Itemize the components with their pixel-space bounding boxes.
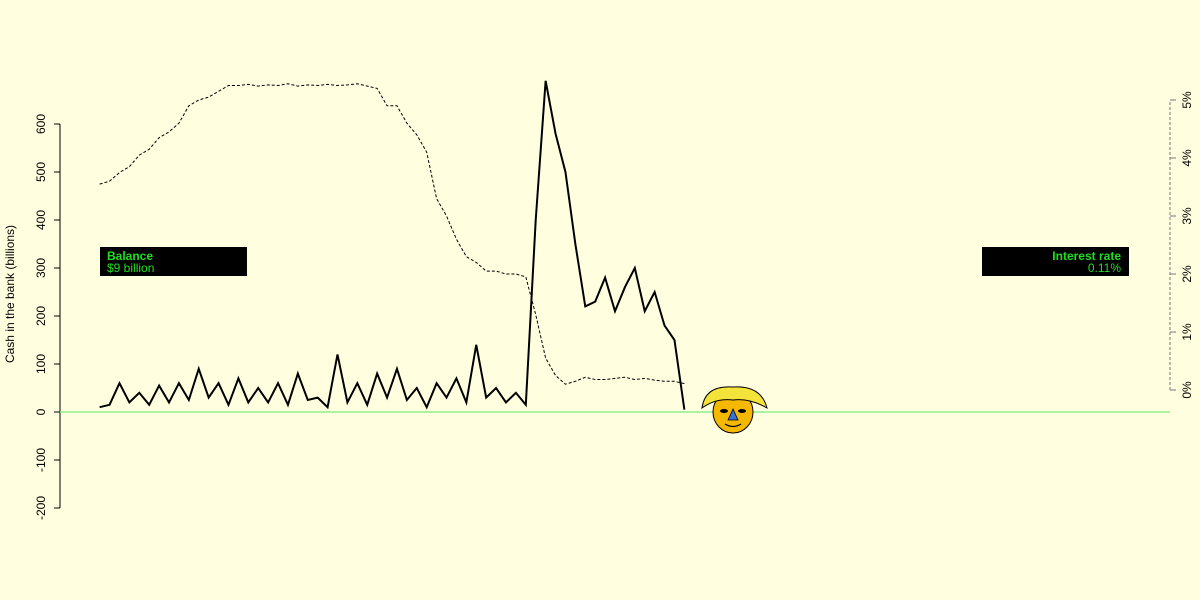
panel-value: 0.11% (1088, 261, 1121, 275)
y-tick-label: 600 (34, 114, 48, 134)
y-tick-label: -100 (34, 448, 48, 472)
y2-tick-label: 1% (1180, 323, 1194, 341)
mascot-face (701, 386, 768, 434)
info-panel: Balance$9 billion (100, 247, 247, 276)
panel-value: $9 billion (107, 261, 154, 275)
panel-title: Interest rate (1052, 249, 1121, 263)
y-tick-label: -200 (34, 496, 48, 520)
y-tick-label: 100 (34, 354, 48, 374)
y2-tick-label: 3% (1180, 207, 1194, 225)
y-tick-label: 300 (34, 258, 48, 278)
y-tick-label: 0 (34, 408, 48, 415)
y-axis-label: Cash in the bank (billions) (3, 225, 17, 363)
balance-line (99, 80, 686, 410)
y-tick-label: 400 (34, 210, 48, 230)
y-tick-label: 200 (34, 306, 48, 326)
panel-box (982, 247, 1129, 276)
y2-tick-label: 4% (1180, 149, 1194, 167)
panel-title: Balance (107, 249, 153, 263)
y2-tick-label: 2% (1180, 265, 1194, 283)
y2-tick-label: 0% (1180, 381, 1194, 399)
panel-box (100, 247, 247, 276)
y2-tick-label: 5% (1180, 91, 1194, 109)
y-tick-label: 500 (34, 162, 48, 182)
rate-line (99, 83, 685, 385)
